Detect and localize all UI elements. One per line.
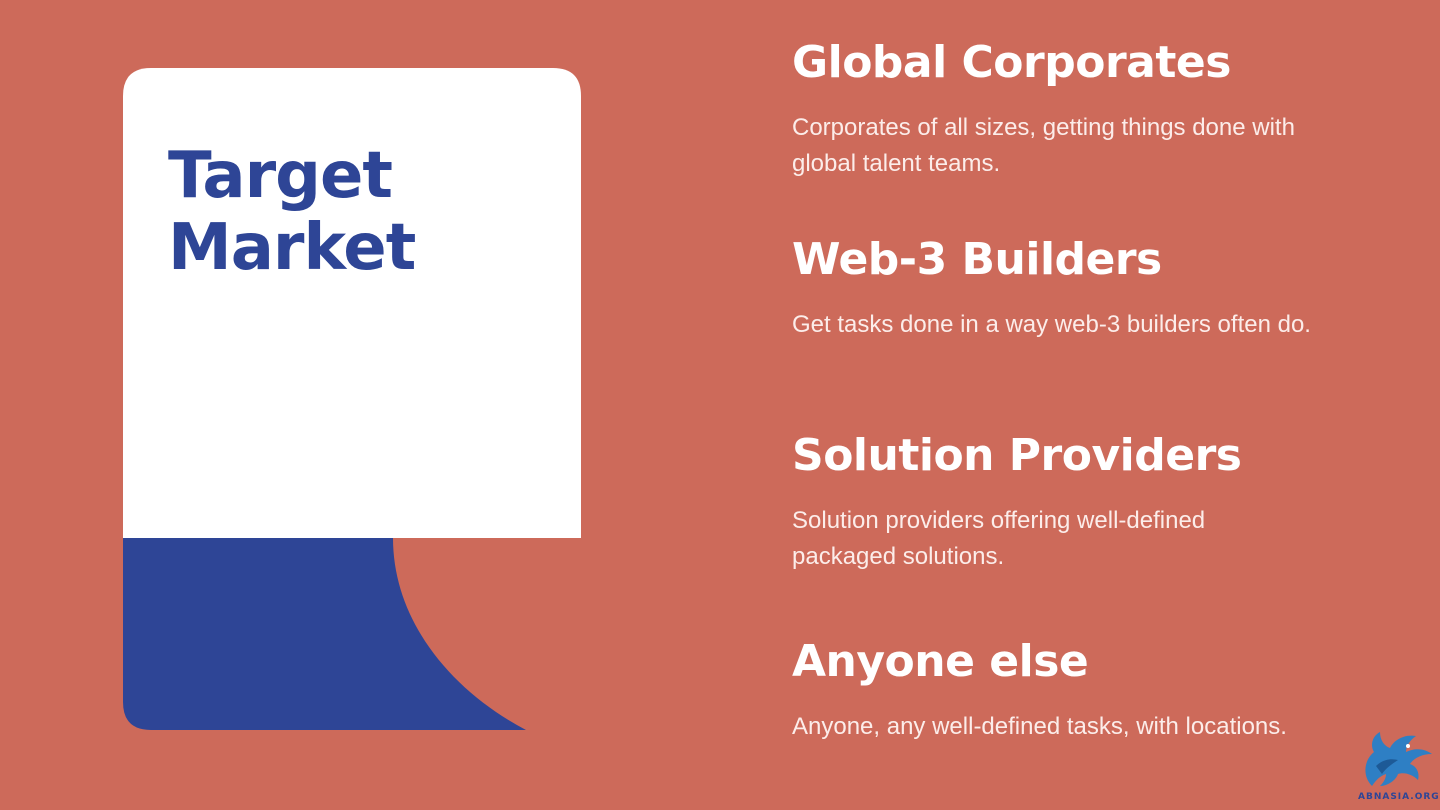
abnasia-logo: ABNASIA.ORG: [1358, 726, 1440, 804]
logo-text: ABNASIA.ORG: [1358, 792, 1440, 802]
segment-anyone-else: Anyone else Anyone, any well-defined tas…: [792, 633, 1312, 745]
segment-heading: Global Corporates: [792, 37, 1231, 88]
dragon-icon: [1365, 732, 1432, 786]
segment-heading: Web-3 Builders: [792, 234, 1162, 285]
segment-solution-providers: Solution Providers Solution providers of…: [792, 427, 1312, 575]
white-card: [123, 68, 581, 538]
segment-description: Anyone, any well-defined tasks, with loc…: [792, 713, 1287, 740]
card-title-line-2: Market: [168, 211, 416, 285]
segment-description: Solution providers offering well-defined…: [792, 507, 1206, 570]
card-title: Target Market: [168, 139, 416, 285]
blue-quarter-shape: [123, 538, 526, 730]
segment-web3-builders: Web-3 Builders Get tasks done in a way w…: [792, 231, 1312, 343]
card-title-line-1: Target: [168, 139, 393, 213]
segment-global-corporates: Global Corporates Corporates of all size…: [792, 34, 1312, 182]
segment-heading: Solution Providers: [792, 430, 1242, 481]
segment-heading: Anyone else: [792, 636, 1089, 687]
segment-description: Get tasks done in a way web-3 builders o…: [792, 311, 1311, 338]
segment-description: Corporates of all sizes, getting things …: [792, 114, 1295, 177]
